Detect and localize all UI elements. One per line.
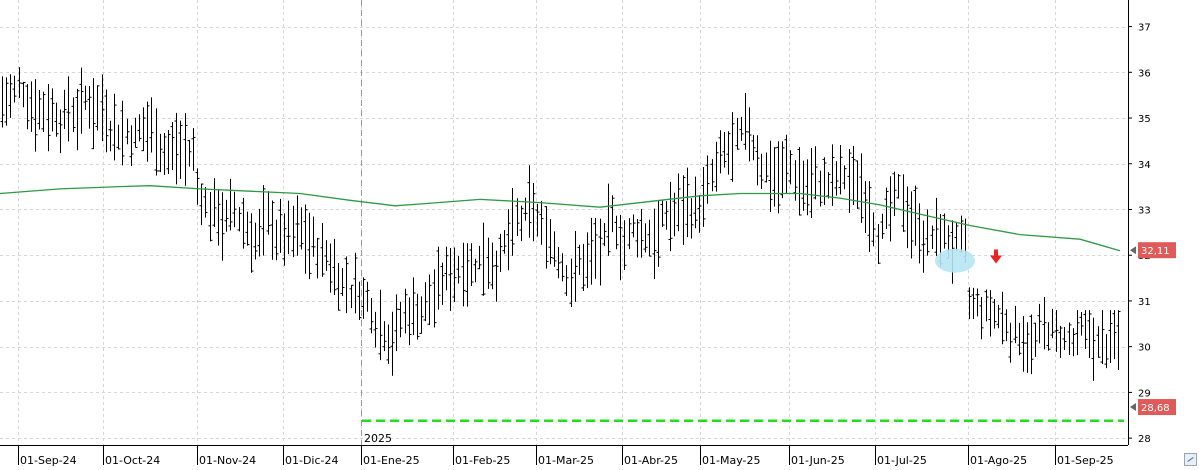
x-tick-label: 01-Jul-25 bbox=[877, 454, 927, 467]
y-tick-label: 28 bbox=[1138, 434, 1151, 445]
moving-average-line bbox=[0, 185, 1121, 252]
axes bbox=[0, 0, 1129, 446]
x-tick-label: 01-May-25 bbox=[702, 454, 760, 467]
y-tick-label: 37 bbox=[1138, 23, 1151, 34]
annotations bbox=[935, 248, 1002, 273]
y-axis-ticks: 28293031323334353637 bbox=[1128, 23, 1151, 445]
gridlines bbox=[0, 0, 1128, 445]
x-tick-label: 01-Nov-24 bbox=[199, 454, 256, 467]
x-tick-label: 01-Sep-24 bbox=[20, 454, 77, 467]
x-tick-label: 01-Ago-25 bbox=[970, 454, 1027, 467]
down-arrow-icon bbox=[990, 249, 1002, 264]
x-tick-label: 01-Sep-25 bbox=[1057, 454, 1114, 467]
moving-average-path bbox=[0, 185, 1121, 252]
x-tick-label: 01-Abr-25 bbox=[624, 454, 678, 467]
price-bars bbox=[0, 67, 1121, 381]
resize-corner-icon[interactable] bbox=[1184, 453, 1197, 466]
y-tick-label: 33 bbox=[1138, 205, 1151, 216]
badge-pointer bbox=[1130, 403, 1136, 412]
year-separator: 2025 bbox=[361, 0, 392, 445]
year-label: 2025 bbox=[364, 432, 392, 445]
x-tick-label: 01-Mar-25 bbox=[538, 454, 594, 467]
price-badges: 32,11 28,68 bbox=[1130, 242, 1176, 416]
y-tick-label: 35 bbox=[1138, 114, 1151, 125]
x-axis-ticks: 01-Sep-24 01-Oct-24 01-Nov-24 01-Dic-24 01-E… bbox=[18, 445, 1114, 467]
y-tick-label: 34 bbox=[1138, 160, 1151, 171]
y-tick-label: 29 bbox=[1138, 388, 1151, 399]
y-tick-label: 30 bbox=[1138, 343, 1151, 354]
y-tick-label: 36 bbox=[1138, 68, 1151, 79]
y-tick-label: 31 bbox=[1138, 297, 1151, 308]
ma-value-badge bbox=[1138, 242, 1176, 259]
last-price-label: 28,68 bbox=[1141, 403, 1170, 414]
x-tick-label: 01-Feb-25 bbox=[455, 454, 510, 467]
x-tick-label: 01-Ene-25 bbox=[363, 454, 420, 467]
x-tick-label: 01-Jun-25 bbox=[791, 454, 845, 467]
x-tick-label: 01-Dic-24 bbox=[285, 454, 339, 467]
ma-value-label: 32,11 bbox=[1141, 246, 1170, 257]
x-tick-label: 01-Oct-24 bbox=[105, 454, 160, 467]
highlight-ellipse bbox=[935, 248, 975, 273]
badge-pointer bbox=[1130, 246, 1136, 255]
last-price-badge bbox=[1138, 399, 1176, 416]
